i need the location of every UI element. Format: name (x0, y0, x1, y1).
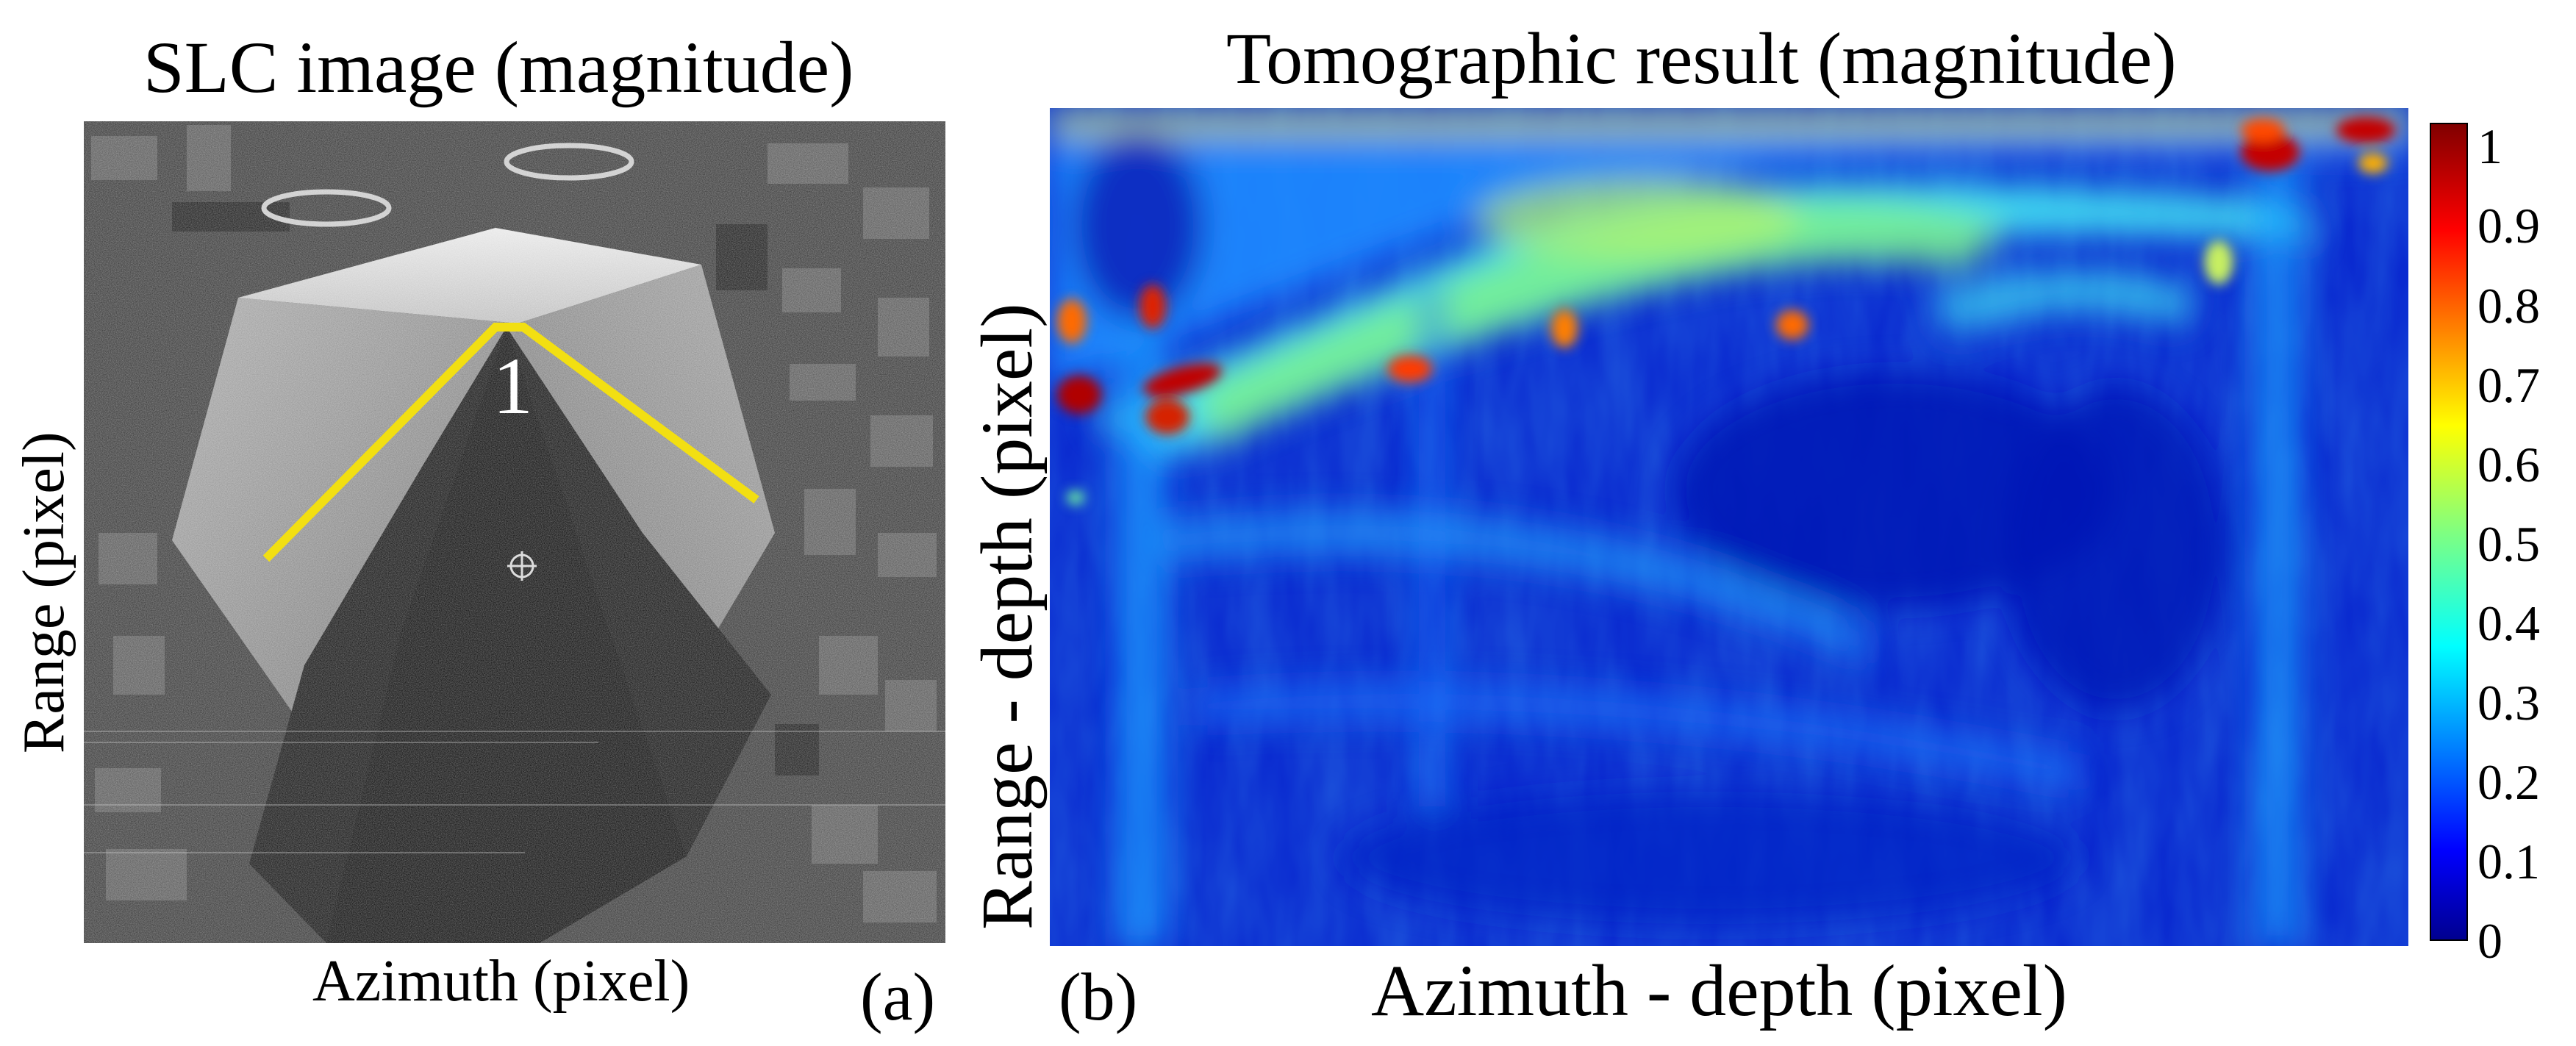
panel-a-tag: (a) (860, 959, 936, 1034)
colorbar-tick-label: 1 (2477, 118, 2502, 175)
tomo-y-axis-label: Range - depth (pixel) (966, 303, 1048, 931)
colorbar-ticks: 1 0.9 0.8 0.7 0.6 0.5 0.4 0.3 0.2 0.1 0 (2477, 118, 2573, 969)
colorbar-tick-label: 0.1 (2477, 833, 2540, 889)
colorbar-tick-label: 0.9 (2477, 198, 2540, 254)
profile-marker-label: 1 (493, 341, 533, 431)
colorbar-tick-label: 0.7 (2477, 357, 2540, 413)
slc-image (84, 121, 945, 943)
colorbar-tick-label: 0.6 (2477, 436, 2540, 492)
colorbar-tick-label: 0.5 (2477, 515, 2540, 572)
slc-image-title: SLC image (magnitude) (143, 26, 854, 108)
slc-x-axis-label: Azimuth (pixel) (312, 949, 690, 1014)
tomo-x-axis-label: Azimuth - depth (pixel) (1371, 950, 2067, 1031)
tomographic-title: Tomographic result (magnitude) (1226, 18, 2177, 99)
colorbar-tick-label: 0 (2477, 913, 2502, 969)
panel-b-tag: (b) (1059, 959, 1138, 1034)
slc-y-axis-label: Range (pixel) (12, 431, 76, 753)
colorbar-tick-label: 0.2 (2477, 753, 2540, 810)
tomographic-image (1050, 108, 2408, 946)
colorbar-tick-label: 0.8 (2477, 277, 2540, 334)
colorbar-tick-label: 0.4 (2477, 595, 2540, 651)
crosshair-icon (507, 551, 537, 581)
colorbar-tick-label: 0.3 (2477, 674, 2540, 731)
colorbar (2430, 123, 2468, 941)
profile-line (262, 323, 759, 562)
